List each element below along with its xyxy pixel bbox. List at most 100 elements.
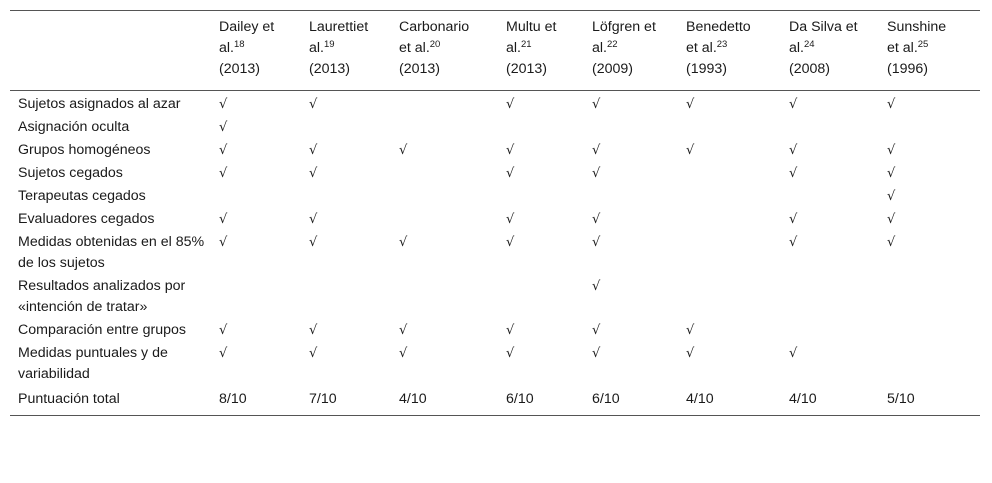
check-mark-cell: √ [309, 143, 318, 158]
criterion-label: Puntuación total [10, 386, 211, 416]
check-mark-cell: √ [506, 235, 515, 250]
table-row: Sujetos asignados al azar √ √ √ √ √ √ √ [10, 91, 980, 117]
study-reference-number: 20 [429, 39, 441, 50]
study-header-5: Löfgren et al.22 (2009) [584, 10, 678, 91]
check-mark-cell: √ [789, 212, 798, 227]
check-mark-cell: √ [506, 212, 515, 227]
check-mark-cell: √ [789, 235, 798, 250]
check-mark-cell: √ [592, 346, 601, 361]
score-cell [678, 275, 781, 319]
score-cell [678, 185, 781, 208]
check-mark-cell: √ [789, 346, 798, 361]
check-mark-cell: √ [592, 166, 601, 181]
study-author-first-line: Carbonario [399, 19, 470, 35]
check-mark-cell: √ [309, 235, 318, 250]
header-row: Dailey et al.18 (2013) Laurettiet al.19 (2013… [10, 10, 980, 91]
study-author-first-line: Laurettiet [309, 19, 369, 35]
table-row: Puntuación total 8/10 7/10 4/10 6/10 6/10 4/10… [10, 386, 980, 416]
quality-assessment-table-container: Dailey et al.18 (2013) Laurettiet al.19 (2013… [10, 10, 980, 416]
study-year: (2013) [309, 61, 351, 77]
study-header-1: Dailey et al.18 (2013) [211, 10, 301, 91]
score-cell [678, 208, 781, 231]
score-cell [498, 116, 584, 139]
study-header-4: Multu et al.21 (2013) [498, 10, 584, 91]
check-mark-cell: √ [592, 212, 601, 227]
study-header-7: Da Silva et al.24 (2008) [781, 10, 879, 91]
check-mark-cell: √ [789, 166, 798, 181]
score-cell [301, 275, 391, 319]
table-row: Grupos homogéneos √ √ √ √ √ √ √ √ [10, 139, 980, 162]
study-year: (2009) [592, 61, 634, 77]
table-row: Evaluadores cegados √ √ √ √ √ √ [10, 208, 980, 231]
check-mark-cell: √ [219, 346, 228, 361]
check-mark-cell: √ [592, 235, 601, 250]
study-author-second-line: et al. [887, 40, 918, 56]
study-author-second-line: al. [592, 40, 607, 56]
score-cell [781, 185, 879, 208]
score-cell [584, 116, 678, 139]
table-row: Terapeutas cegados √ [10, 185, 980, 208]
table-row: Asignación oculta √ [10, 116, 980, 139]
check-mark-cell: √ [399, 143, 408, 158]
check-mark-cell: √ [789, 143, 798, 158]
criterion-label: Terapeutas cegados [18, 188, 146, 204]
score-cell [879, 116, 980, 139]
table-row: Sujetos cegados √ √ √ √ √ √ [10, 162, 980, 185]
criterion-label: Medidas obtenidas en el 85% de los sujet… [18, 234, 205, 271]
check-mark-cell: √ [309, 346, 318, 361]
score-cell [498, 275, 584, 319]
check-mark-cell: √ [592, 97, 601, 112]
check-mark-cell: √ [219, 166, 228, 181]
check-mark-cell: √ [309, 166, 318, 181]
study-author-second-line: al. [789, 40, 804, 56]
table-header: Dailey et al.18 (2013) Laurettiet al.19 (2013… [10, 10, 980, 91]
check-mark-cell: √ [506, 323, 515, 338]
study-author-first-line: Multu et [506, 19, 557, 35]
check-mark-cell: √ [789, 97, 798, 112]
check-mark-cell: √ [887, 143, 896, 158]
header-corner-cell [10, 10, 211, 91]
study-year: (2013) [219, 61, 261, 77]
check-mark-cell: √ [592, 323, 601, 338]
check-mark-cell: √ [309, 212, 318, 227]
study-header-3: Carbonario et al.20 (2013) [391, 10, 498, 91]
score-cell [301, 116, 391, 139]
study-reference-number: 18 [233, 39, 245, 50]
study-author-first-line: Da Silva et [789, 19, 858, 35]
study-author-second-line: al. [506, 40, 521, 56]
check-mark-cell: √ [506, 346, 515, 361]
criterion-label: Grupos homogéneos [18, 142, 151, 158]
score-cell [391, 208, 498, 231]
score-cell [301, 185, 391, 208]
score-cell [211, 275, 301, 319]
check-mark-cell: √ [887, 166, 896, 181]
study-year: (1993) [686, 61, 728, 77]
check-mark-cell: √ [399, 323, 408, 338]
table-body: Sujetos asignados al azar √ √ √ √ √ √ √ Asignaci… [10, 91, 980, 416]
check-mark-cell: √ [309, 97, 318, 112]
check-mark-cell: √ [219, 323, 228, 338]
quality-assessment-table: Dailey et al.18 (2013) Laurettiet al.19 (2013… [10, 10, 980, 416]
score-cell [879, 342, 980, 386]
study-author-second-line: al. [309, 40, 324, 56]
check-mark-cell: √ [219, 120, 228, 135]
check-mark-cell: √ [506, 166, 515, 181]
check-mark-cell: √ [506, 143, 515, 158]
study-year: (2013) [399, 61, 441, 77]
score-cell [391, 116, 498, 139]
study-reference-number: 24 [803, 39, 815, 50]
score-cell: 4/10 [678, 386, 781, 416]
score-cell: 6/10 [498, 386, 584, 416]
study-reference-number: 25 [917, 39, 929, 50]
study-author-first-line: Löfgren et [592, 19, 656, 35]
study-year: (2013) [506, 61, 548, 77]
criterion-label: Comparación entre grupos [18, 322, 186, 338]
study-year: (2008) [789, 61, 831, 77]
score-cell: 8/10 [211, 386, 301, 416]
table-row: Medidas puntuales y de variabilidad √ √ √ √ √… [10, 342, 980, 386]
table-row: Medidas obtenidas en el 85% de los sujet… [10, 231, 980, 275]
check-mark-cell: √ [592, 143, 601, 158]
criterion-label: Medidas puntuales y de variabilidad [18, 345, 168, 382]
criterion-label: Sujetos asignados al azar [18, 96, 181, 112]
study-header-2: Laurettiet al.19 (2013) [301, 10, 391, 91]
